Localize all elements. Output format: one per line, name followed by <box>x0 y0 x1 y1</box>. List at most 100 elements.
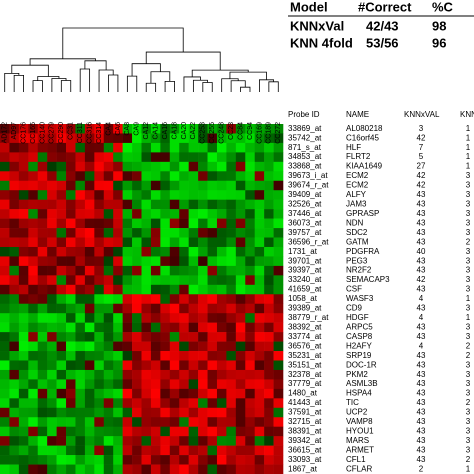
heat-cell <box>75 199 86 210</box>
dendrogram-link <box>108 74 119 92</box>
gene-cell: 2 <box>466 351 471 360</box>
heat-cell <box>226 294 237 305</box>
gene-cell: SEMACAP3 <box>346 275 390 284</box>
heat-cell <box>75 360 86 371</box>
heat-cell <box>169 133 180 144</box>
heat-cell <box>264 246 274 257</box>
heat-cell <box>150 218 161 229</box>
heat-cell <box>84 445 95 456</box>
heat-cell <box>75 228 86 238</box>
heat-cell <box>235 369 246 380</box>
heat-cell <box>264 265 274 276</box>
dendrogram-link <box>230 80 246 92</box>
column-label: CC176 <box>20 122 27 144</box>
heat-cell <box>132 246 142 257</box>
column-label: CC290 <box>58 122 65 144</box>
heat-cell <box>264 407 274 418</box>
dendrogram-link <box>240 86 251 92</box>
heat-cell <box>103 445 114 456</box>
heat-cell <box>226 256 237 267</box>
column-label: AD97 <box>11 122 18 140</box>
heat-cell <box>169 209 180 219</box>
heat-cell <box>94 209 105 219</box>
heat-cell <box>160 294 171 305</box>
heat-cell <box>207 133 218 144</box>
heat-cell <box>254 275 265 286</box>
heat-cell <box>94 180 105 191</box>
heat-cell <box>122 133 133 144</box>
heat-cell <box>9 379 20 390</box>
heat-cell <box>28 417 39 428</box>
heat-cell <box>160 426 171 437</box>
heat-cell <box>188 199 199 210</box>
heat-cell <box>66 256 76 267</box>
heat-cell <box>56 379 67 390</box>
heat-cell <box>198 445 208 456</box>
heat-cell <box>103 228 114 238</box>
heat-cell <box>113 341 123 352</box>
heat-cell <box>0 228 10 238</box>
column-label: CA9 <box>134 122 141 136</box>
gene-cell: 27 <box>417 162 426 171</box>
heat-cell <box>207 436 218 446</box>
heat-cell <box>150 360 161 371</box>
heat-cell <box>169 407 180 418</box>
heat-cell <box>94 417 105 428</box>
heat-cell <box>75 142 86 153</box>
gene-cell: 43 <box>417 266 426 275</box>
heat-cell <box>245 455 255 465</box>
heat-cell <box>9 199 20 210</box>
heat-cell <box>9 284 20 295</box>
heat-cell <box>122 436 133 446</box>
heat-cell <box>264 142 274 153</box>
heat-cell <box>75 246 86 257</box>
heat-cell <box>160 152 171 163</box>
heat-cell <box>18 246 29 257</box>
heat-cell <box>226 351 237 361</box>
heat-cell <box>198 161 208 172</box>
heat-cell <box>264 341 274 352</box>
heat-cell <box>254 369 265 380</box>
heat-cell <box>103 180 114 191</box>
heat-cell <box>179 303 189 314</box>
heat-cell <box>273 152 284 163</box>
heat-cell <box>264 294 274 305</box>
heat-cell <box>75 313 86 323</box>
heat-cell <box>264 171 274 182</box>
gene-cell: 41659_at <box>288 285 322 294</box>
heat-cell <box>264 209 274 219</box>
heat-cell <box>254 445 265 456</box>
heat-cell <box>273 199 284 210</box>
gene-cell: 35742_at <box>288 133 322 142</box>
heat-cell <box>245 294 255 305</box>
dendrogram-link <box>183 76 201 92</box>
heat-cell <box>132 142 142 153</box>
heat-cell <box>94 379 105 390</box>
heat-cell <box>160 464 171 474</box>
heat-cell <box>226 209 237 219</box>
dendrogram-link <box>145 51 221 71</box>
heat-cell <box>235 161 246 172</box>
heat-cell <box>56 142 67 153</box>
gene-cell: 3 <box>466 417 471 426</box>
heat-cell <box>198 379 208 390</box>
heat-cell <box>245 303 255 314</box>
heat-cell <box>245 256 255 267</box>
heat-cell <box>141 133 152 144</box>
gene-cell: PDGFRA <box>346 247 380 256</box>
heat-cell <box>273 256 284 267</box>
heat-cell <box>0 388 10 399</box>
heat-cell <box>56 322 67 333</box>
heat-cell <box>75 388 86 399</box>
heat-cell <box>150 190 161 200</box>
heat-cell <box>207 369 218 380</box>
heat-cell <box>28 445 39 456</box>
heat-cell <box>254 228 265 238</box>
heat-cell <box>37 161 48 172</box>
heat-cell <box>28 379 39 390</box>
heat-cell <box>84 256 95 267</box>
gene-cell: 3 <box>466 322 471 331</box>
heat-cell <box>207 124 218 134</box>
heat-cell <box>179 218 189 229</box>
heat-cell <box>28 199 39 210</box>
